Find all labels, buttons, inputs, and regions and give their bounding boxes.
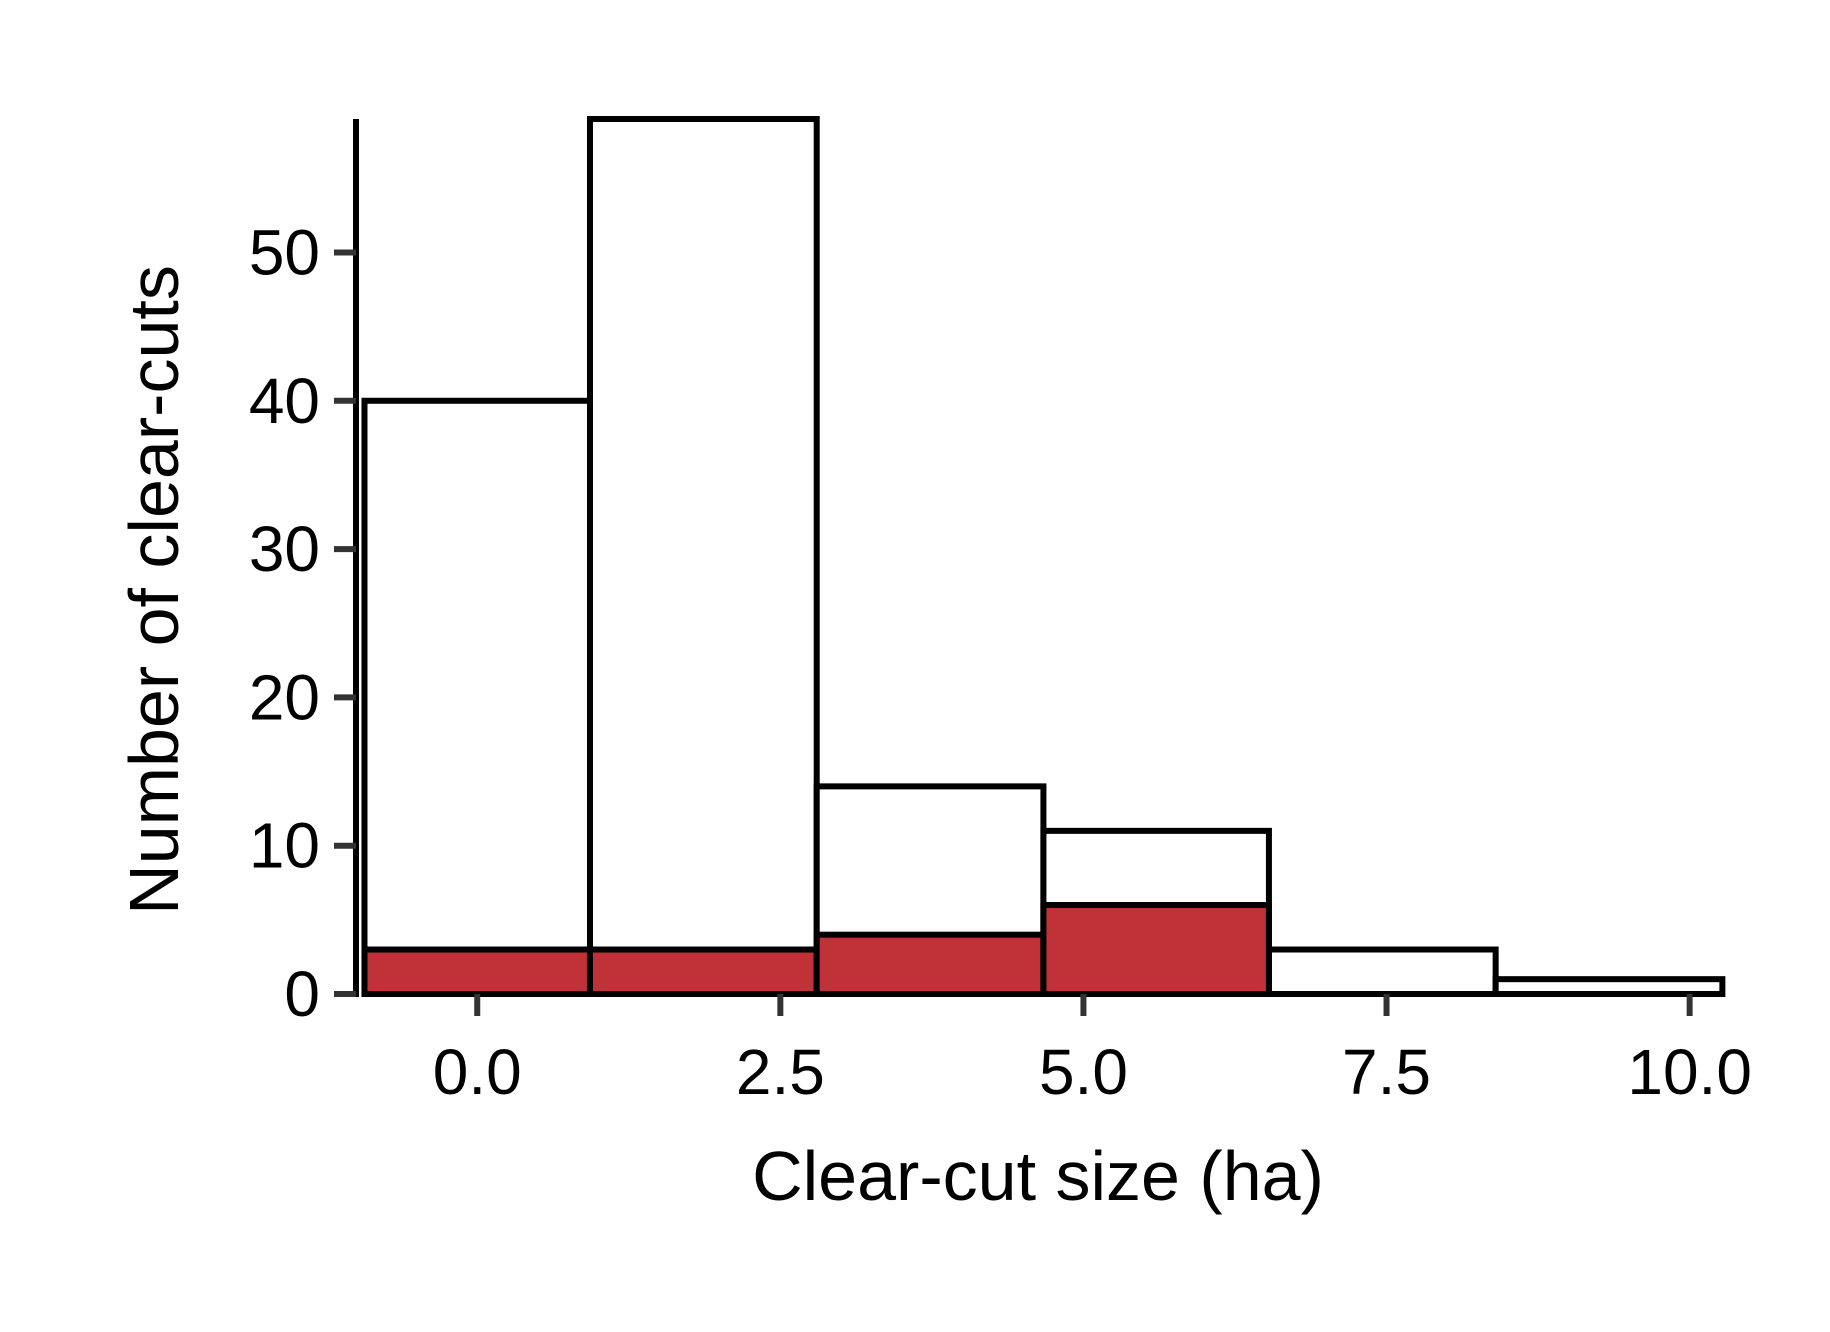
bars-highlighted-clear-cuts xyxy=(361,902,1272,998)
bar-total-1 xyxy=(586,116,820,997)
y-tick-label: 50 xyxy=(249,216,320,288)
bar-highlight-3 xyxy=(1040,902,1272,998)
y-tick-label: 0 xyxy=(284,958,320,1030)
y-tick-label: 10 xyxy=(249,810,320,882)
bar-highlight-1 xyxy=(586,946,820,998)
x-tick-label: 5.0 xyxy=(1039,1036,1128,1108)
y-tick-label: 30 xyxy=(249,513,320,585)
x-tick-label: 2.5 xyxy=(736,1036,825,1108)
bar-total-5 xyxy=(1492,976,1726,998)
x-axis-title: Clear-cut size (ha) xyxy=(752,1137,1324,1215)
x-tick-label: 10.0 xyxy=(1627,1036,1752,1108)
x-tick-label: 0.0 xyxy=(433,1036,522,1108)
x-axis-ticks: 0.0 2.5 5.0 7.5 10.0 xyxy=(433,994,1752,1108)
bar-highlight-0 xyxy=(361,946,593,998)
y-axis-ticks: 0 10 20 30 40 50 xyxy=(249,216,356,1030)
y-tick-label: 40 xyxy=(249,365,320,437)
bar-total-4 xyxy=(1265,946,1499,998)
y-axis-title: Number of clear-cuts xyxy=(115,265,193,915)
bars-all-clear-cuts xyxy=(361,116,1726,998)
bar-highlight-2 xyxy=(813,931,1047,998)
y-tick-label: 20 xyxy=(249,661,320,733)
x-tick-label: 7.5 xyxy=(1342,1036,1431,1108)
bar-total-0 xyxy=(361,397,593,997)
